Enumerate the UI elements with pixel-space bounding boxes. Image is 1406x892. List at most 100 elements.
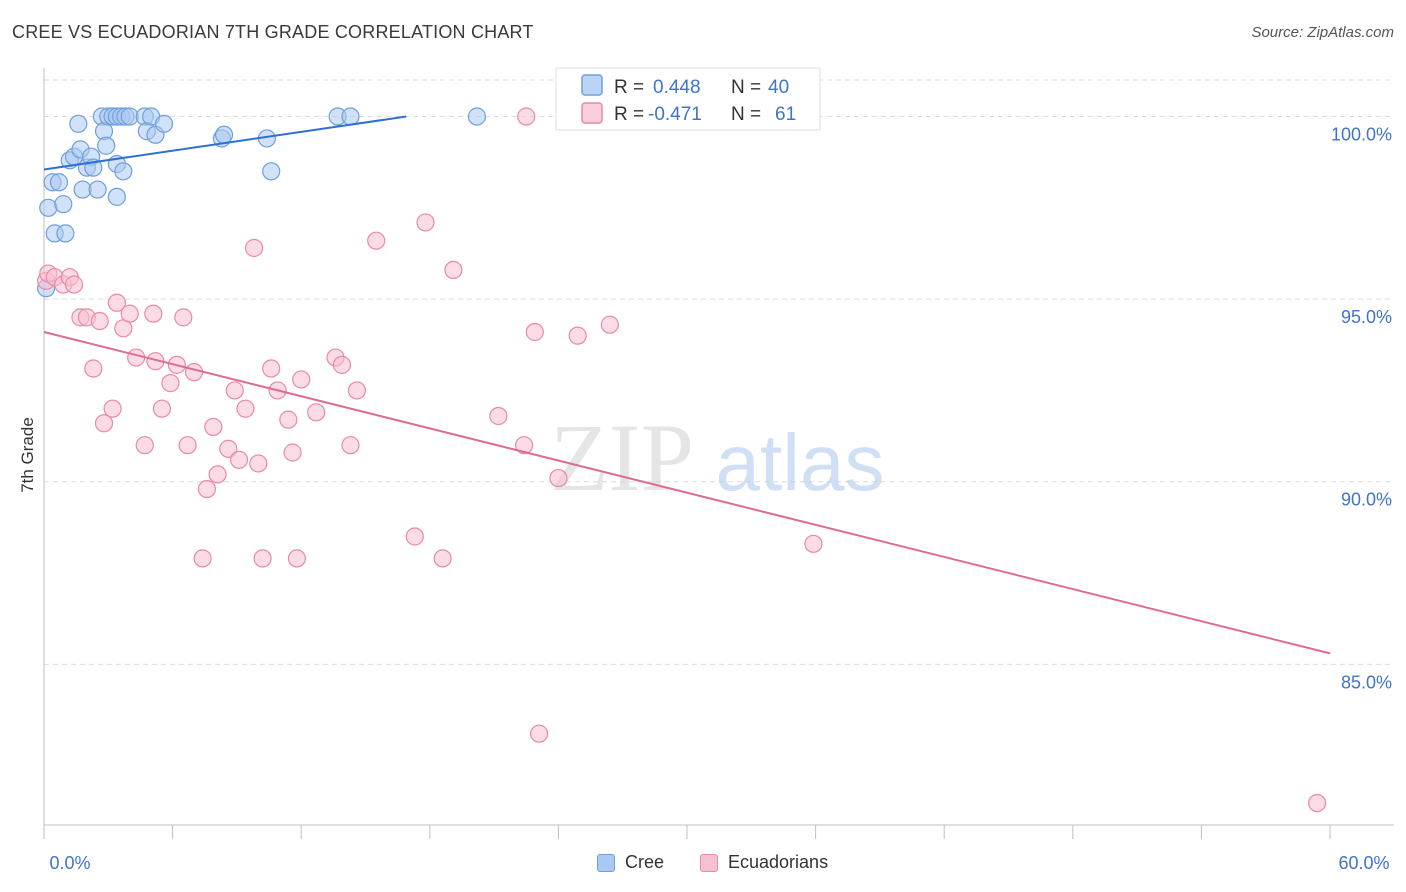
bottom-legend-label-cree: Cree <box>625 852 665 872</box>
ecuadorian-point <box>341 436 360 455</box>
cree-point <box>154 114 174 133</box>
ecuadorian-point <box>204 417 223 437</box>
bottom-legend-swatch-cree <box>597 853 615 872</box>
x-tick-label-max: 60.0% <box>1338 853 1389 873</box>
legend-r-label-ecuadorians: R = <box>614 104 649 125</box>
legend-n-value-ecuadorians: 61 <box>775 104 796 125</box>
ecuadorian-point <box>249 454 268 473</box>
trend-line-ecuadorians <box>43 331 1331 655</box>
ecuadorian-point <box>307 403 326 422</box>
ecuadorian-point <box>405 527 424 546</box>
trend-line-cree <box>43 115 407 171</box>
y-tick-label: 85.0% <box>1341 672 1392 692</box>
ecuadorian-point <box>144 304 163 323</box>
ecuadorian-point <box>416 213 435 232</box>
ecuadorian-point <box>367 231 386 250</box>
ecuadorian-point <box>161 374 180 393</box>
ecuadorian-point <box>184 363 204 382</box>
cree-point <box>214 125 234 144</box>
ecuadorian-point <box>244 238 264 258</box>
legend-r-value-cree: 0.448 <box>653 77 701 98</box>
ecuadorian-point <box>525 322 544 342</box>
ecuadorian-point <box>515 436 534 455</box>
ecuadorian-point <box>225 381 244 400</box>
ecuadorian-point <box>530 724 549 743</box>
ecuadorian-point <box>444 260 463 280</box>
ecuadorian-point <box>489 406 508 426</box>
ecuadorian-point <box>262 359 281 378</box>
y-tick-label: 100.0% <box>1331 125 1392 145</box>
ecuadorian-point <box>208 465 227 484</box>
ecuadorian-point <box>433 549 452 568</box>
y-tick-label: 90.0% <box>1341 490 1392 510</box>
cree-point <box>114 162 133 181</box>
points-layer <box>37 107 1327 813</box>
ecuadorian-point <box>347 381 367 400</box>
chart-title: CREE VS ECUADORIAN 7TH GRADE CORRELATION… <box>12 22 534 42</box>
ecuadorian-point <box>219 439 238 458</box>
ecuadorian-point <box>568 326 587 345</box>
ecuadorian-point <box>107 293 126 312</box>
grid-layer <box>44 79 1394 665</box>
legend-swatch-cree <box>581 74 603 96</box>
ecuadorian-point <box>253 549 272 568</box>
ecuadorian-point <box>332 355 352 374</box>
cree-point <box>39 198 58 217</box>
legend-r-value-ecuadorians: -0.471 <box>648 104 702 125</box>
watermark-zip: ZIP <box>550 404 694 511</box>
legend-n-value-cree: 40 <box>768 77 789 98</box>
bottom-legend-item-ecuadorians: Ecuadorians <box>700 852 828 873</box>
cree-point <box>341 107 360 126</box>
ecuadorian-point <box>279 410 298 429</box>
axis-layer: 100.0% 95.0% 90.0% 85.0% 0.0% 60.0% <box>43 68 1394 873</box>
ecuadorian-point <box>135 436 154 455</box>
cree-point <box>56 224 75 243</box>
source-label: Source: ZipAtlas.com <box>1251 24 1394 41</box>
ecuadorian-point <box>236 399 255 418</box>
y-tick-label: 95.0% <box>1341 307 1392 327</box>
ecuadorian-point <box>120 304 139 323</box>
watermark: ZIP atlas <box>550 404 884 511</box>
bottom-legend-item-cree: Cree <box>597 852 664 873</box>
cree-point <box>69 114 88 133</box>
trend-layer <box>43 115 1331 655</box>
ecuadorian-point <box>229 450 249 469</box>
cree-point <box>467 107 487 126</box>
cree-point <box>54 195 73 214</box>
stats-legend: R = 0.448 N = 40 R = -0.471 N = 61 <box>555 67 821 131</box>
cree-point <box>107 187 126 206</box>
ecuadorian-point <box>197 479 216 499</box>
ecuadorian-point <box>178 436 197 455</box>
ecuadorian-point <box>152 399 171 418</box>
bottom-legend-label-ecuadorians: Ecuadorians <box>728 852 829 872</box>
x-tick-label-min: 0.0% <box>49 853 90 873</box>
ecuadorian-point <box>84 359 103 378</box>
ecuadorian-point <box>1308 793 1327 813</box>
ecuadorian-point <box>287 549 307 568</box>
ecuadorian-point <box>292 370 311 389</box>
legend-n-label-ecuadorians: N = <box>731 104 766 125</box>
legend-swatch-ecuadorians <box>581 102 603 124</box>
cree-point <box>262 162 281 181</box>
watermark-atlas: atlas <box>716 418 885 507</box>
ecuadorian-point <box>174 308 193 327</box>
ecuadorian-point <box>94 414 114 433</box>
ecuadorian-point <box>103 399 122 418</box>
ecuadorian-point <box>517 107 536 126</box>
ecuadorian-point <box>193 549 212 568</box>
bottom-legend: Cree Ecuadorians <box>0 850 1406 880</box>
bottom-legend-swatch-ecuadorians <box>700 853 718 872</box>
cree-point <box>49 173 69 192</box>
ecuadorian-point <box>600 315 619 334</box>
ecuadorian-point <box>64 275 84 294</box>
ecuadorian-point <box>283 443 302 462</box>
ecuadorian-point <box>804 534 823 553</box>
cree-point <box>97 136 116 155</box>
cree-point <box>88 180 107 199</box>
legend-r-label-cree: R = <box>614 77 649 98</box>
legend-n-label-cree: N = <box>731 77 766 98</box>
ecuadorian-point <box>549 468 568 488</box>
ecuadorian-point <box>127 348 146 367</box>
ecuadorian-point <box>90 311 109 331</box>
